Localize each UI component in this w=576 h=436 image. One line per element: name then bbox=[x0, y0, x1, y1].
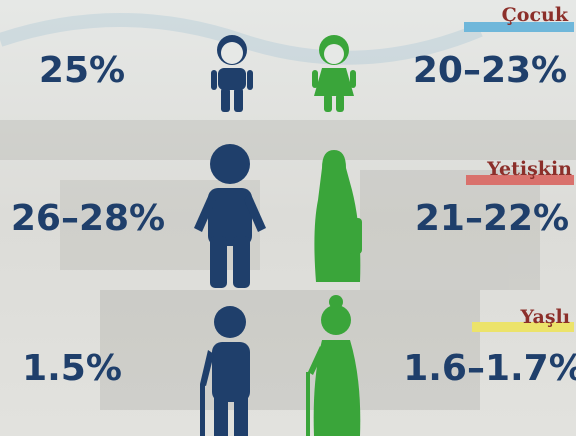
female-value: 1.6–1.7% bbox=[403, 348, 576, 389]
woman-icon bbox=[314, 150, 362, 282]
row-label: Yetişkin bbox=[486, 158, 572, 180]
old-man-icon bbox=[200, 306, 250, 436]
row-label: Çocuk bbox=[502, 4, 569, 26]
label-bar bbox=[466, 175, 574, 185]
female-value: 21–22% bbox=[415, 198, 569, 239]
man-icon bbox=[194, 144, 266, 288]
girl-icon bbox=[312, 35, 356, 112]
male-value: 26–28% bbox=[11, 198, 165, 239]
label-bar bbox=[464, 22, 574, 32]
label-bar bbox=[472, 322, 574, 332]
old-woman-icon bbox=[306, 295, 361, 436]
background-texture bbox=[0, 13, 576, 410]
row-label: Yaşlı bbox=[519, 306, 570, 328]
boy-icon bbox=[211, 35, 253, 112]
male-value: 25% bbox=[39, 50, 125, 91]
female-value: 20–23% bbox=[413, 50, 567, 91]
male-value: 1.5% bbox=[22, 348, 122, 389]
